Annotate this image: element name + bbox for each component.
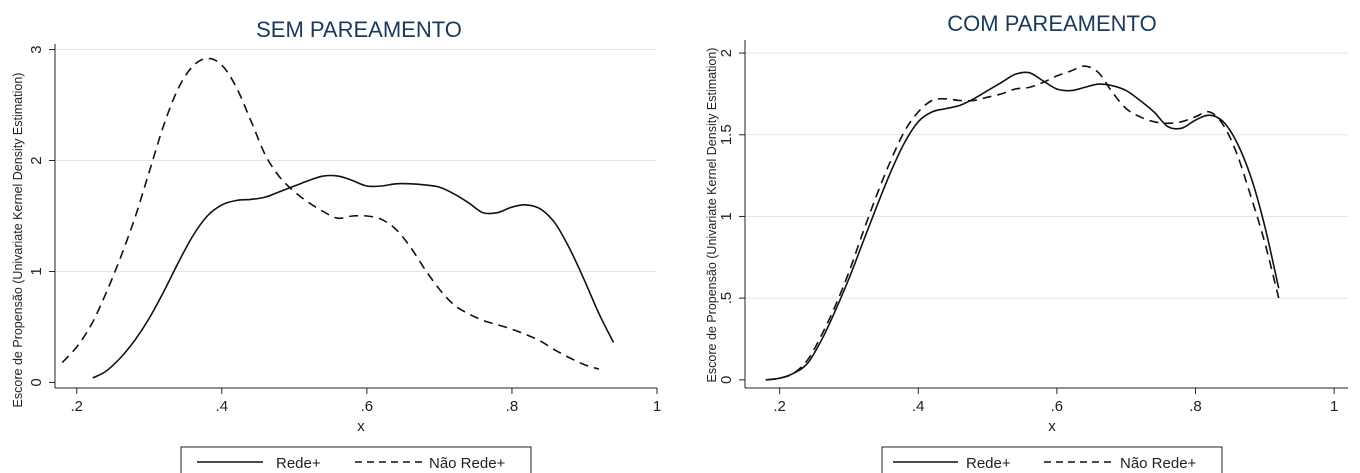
right-y-axis-label: Escore de Propensão (Univariate Kernel D… (705, 48, 719, 383)
right-x-tick-label: .8 (1189, 398, 1202, 415)
right-x-axis-label: x (1048, 418, 1056, 435)
left-y-tick-label: 0 (28, 378, 45, 386)
left-y-axis-label: Escore de Propensão (Univariate Kernel D… (11, 73, 25, 408)
left-x-tick-label: .4 (216, 398, 229, 415)
left-legend-box (180, 446, 532, 473)
right-legend-box (881, 446, 1223, 473)
right-legend: Rede+ Não Rede+ (881, 446, 1223, 473)
left-series-nao-rede-line (61, 57, 600, 370)
left-y-tick-label: 2 (28, 156, 45, 164)
right-chart-title: COM PAREAMENTO (947, 11, 1156, 36)
left-y-tick-label: 1 (28, 267, 45, 275)
left-x-tick-label: .2 (71, 398, 84, 415)
right-x-tick-label: .4 (912, 398, 925, 415)
right-legend-label-nao-rede: Não Rede+ (1120, 455, 1197, 472)
left-x-axis-label: x (357, 418, 365, 435)
left-y-tick-label: 3 (28, 45, 45, 53)
right-y-tick-label: .5 (718, 292, 735, 305)
right-panel: COM PAREAMENTO Escore de Propensão (Univ… (705, 11, 1348, 473)
left-x-tick-label: 1 (653, 398, 661, 415)
left-axes: 0 1 2 3 .2 .4 .6 .8 1 (28, 44, 661, 415)
right-series-lines (765, 65, 1280, 381)
right-series-nao-rede-line (765, 65, 1280, 381)
left-series-rede-line (92, 174, 615, 379)
right-y-tick-label: 2 (718, 49, 735, 57)
left-legend-label-rede: Rede+ (276, 455, 321, 472)
left-legend-label-nao-rede: Não Rede+ (429, 455, 506, 472)
right-x-tick-label: .6 (1051, 398, 1064, 415)
right-y-tick-label: 0 (718, 376, 735, 384)
right-gridlines (745, 52, 1348, 299)
left-chart-title: SEM PAREAMENTO (256, 17, 462, 42)
left-series-lines (61, 57, 615, 379)
right-axes: 0 .5 1 1.5 2 .2 .4 .6 .8 1 (718, 40, 1348, 415)
left-gridlines (55, 49, 657, 272)
right-y-tick-label: 1 (718, 212, 735, 220)
right-series-rede-line (765, 71, 1280, 381)
right-x-tick-label: 1 (1330, 398, 1338, 415)
left-panel: SEM PAREAMENTO Escore de Propensão (Univ… (11, 17, 661, 473)
right-x-tick-label: .2 (773, 398, 786, 415)
left-x-tick-label: .6 (361, 398, 374, 415)
right-y-tick-label: 1.5 (718, 124, 735, 145)
left-x-tick-label: .8 (506, 398, 519, 415)
right-legend-label-rede: Rede+ (966, 455, 1011, 472)
left-legend: Rede+ Não Rede+ (180, 446, 532, 473)
